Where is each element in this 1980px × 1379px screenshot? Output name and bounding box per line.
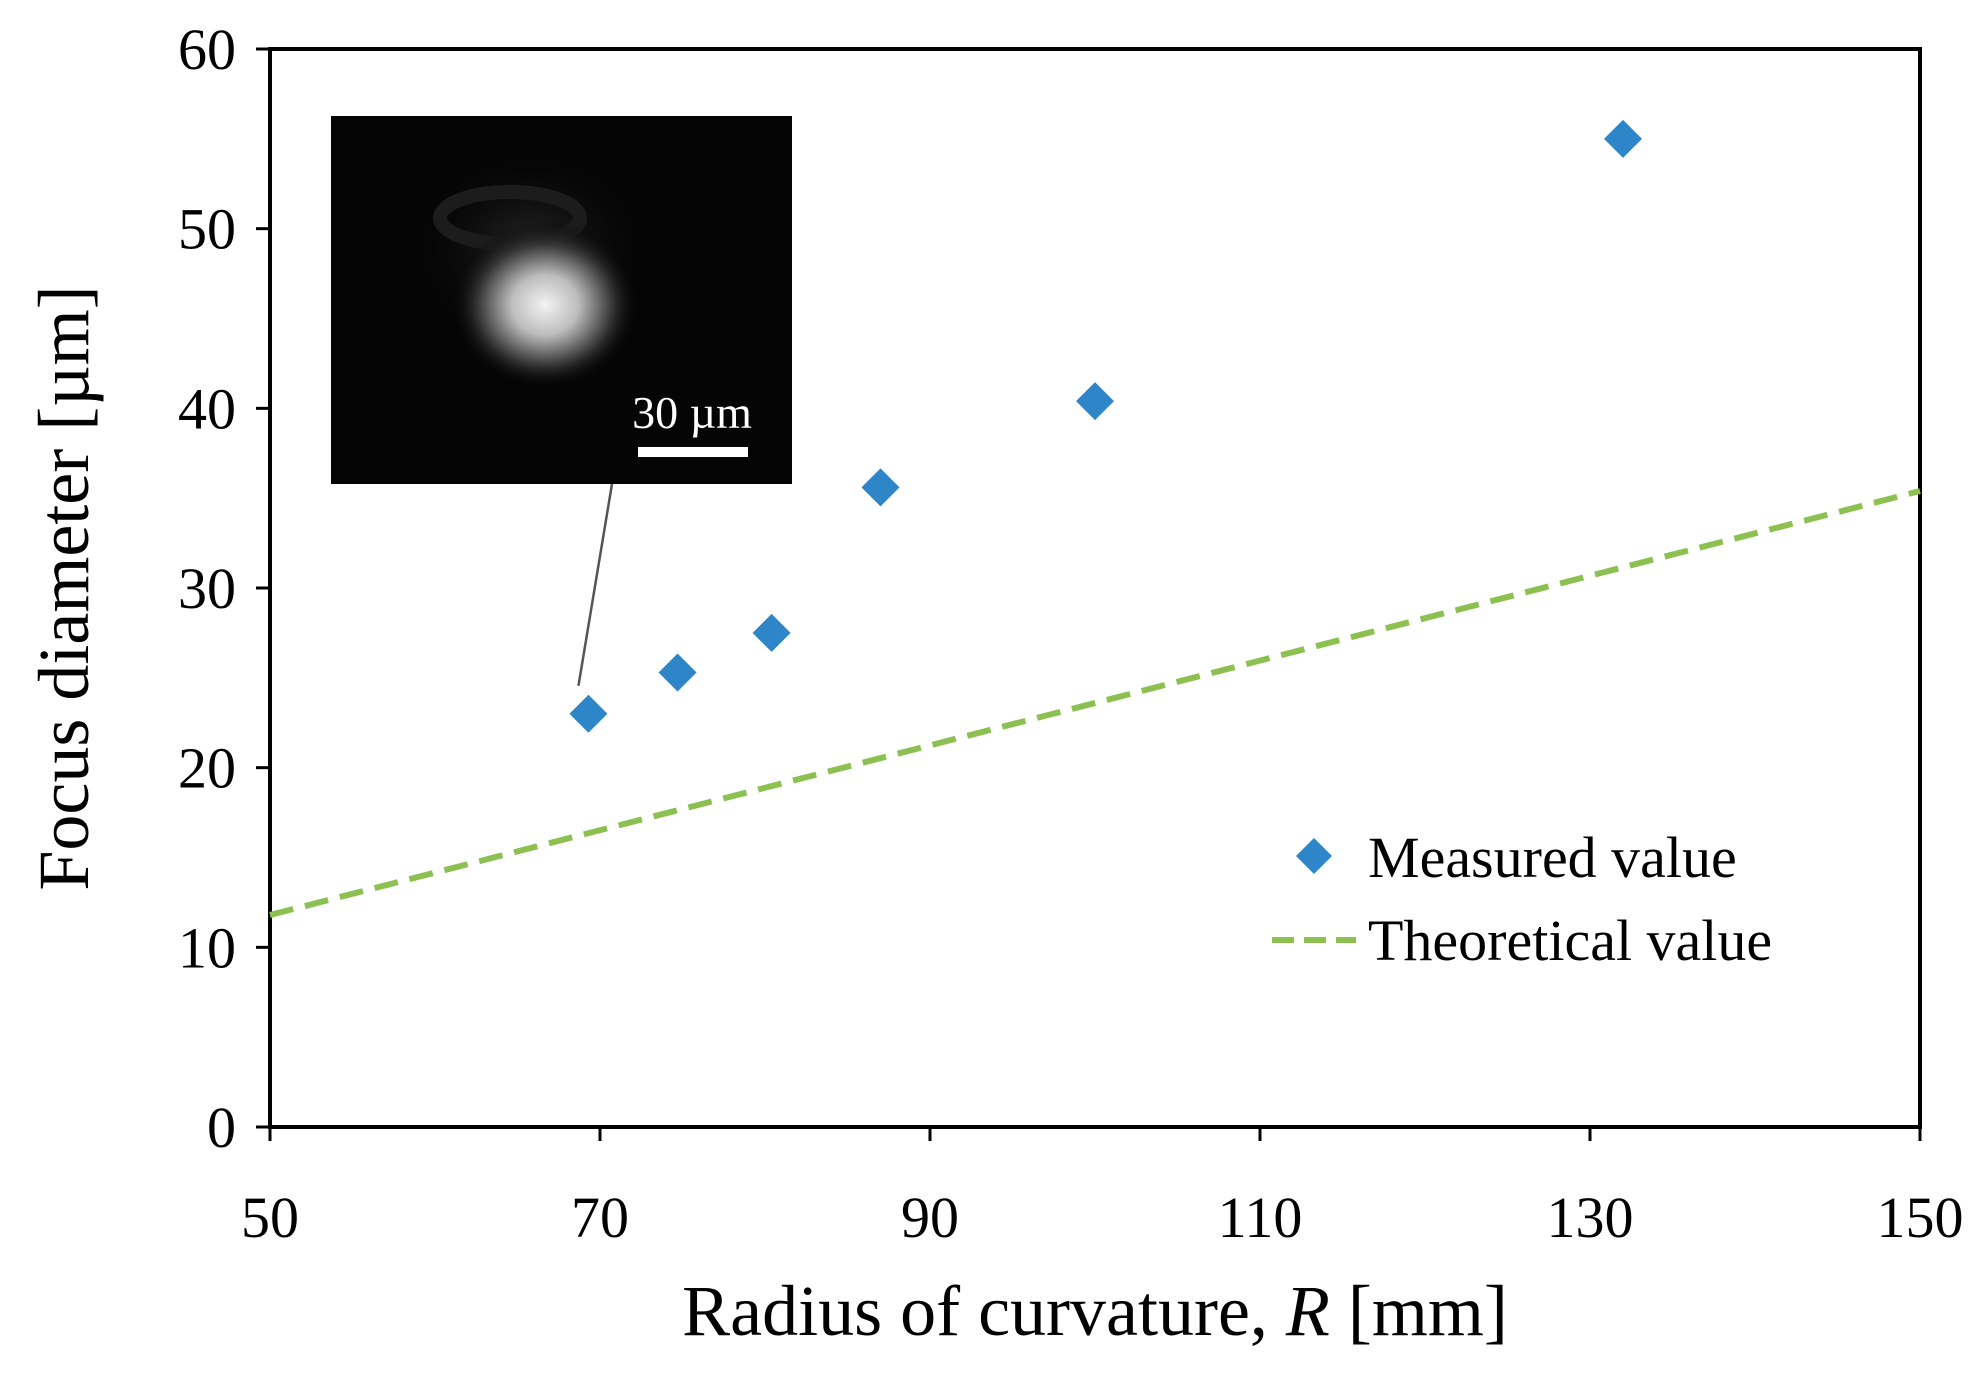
legend-label-measured: Measured value bbox=[1368, 825, 1737, 890]
measured-point bbox=[752, 613, 791, 652]
inset-spot bbox=[450, 220, 640, 390]
scale-bar-label: 30 µm bbox=[632, 387, 752, 438]
inset-leader-line bbox=[577, 483, 614, 686]
y-tick-label: 30 bbox=[178, 556, 236, 621]
measured-point bbox=[861, 468, 900, 507]
legend-marker-measured bbox=[1296, 838, 1332, 874]
legend-label-theoretical: Theoretical value bbox=[1368, 908, 1772, 973]
y-tick-label: 20 bbox=[178, 736, 236, 801]
x-axis-title: Radius of curvature, R [mm] bbox=[682, 1271, 1508, 1351]
legend: Measured value Theoretical value bbox=[1272, 825, 1772, 973]
measured-point bbox=[658, 653, 697, 692]
y-tick-label: 60 bbox=[178, 17, 236, 82]
tick-labels: 50 70 90 110 130 150 0 10 20 30 40 50 60 bbox=[178, 17, 1964, 1250]
x-tick-label: 70 bbox=[571, 1185, 629, 1250]
theoretical-value-line bbox=[269, 488, 1921, 918]
x-tick-label: 110 bbox=[1218, 1185, 1303, 1250]
measured-point bbox=[1076, 382, 1114, 421]
scale-bar bbox=[638, 447, 748, 457]
x-axis-title-main: Radius of curvature, bbox=[682, 1271, 1286, 1351]
x-tick-label: 50 bbox=[241, 1185, 299, 1250]
y-tick-label: 40 bbox=[178, 376, 236, 441]
x-axis-title-unit: [mm] bbox=[1330, 1271, 1508, 1351]
x-tick-label: 130 bbox=[1547, 1185, 1634, 1250]
y-tick-label: 10 bbox=[178, 915, 236, 980]
measured-point bbox=[569, 694, 608, 733]
x-tick-label: 90 bbox=[901, 1185, 959, 1250]
inset-image: 30 µm bbox=[331, 116, 792, 484]
measured-point bbox=[1604, 119, 1642, 158]
ticks-layer bbox=[256, 47, 1922, 1141]
x-tick-label: 150 bbox=[1877, 1185, 1964, 1250]
x-axis-title-variable: R bbox=[1285, 1271, 1330, 1351]
y-tick-label: 50 bbox=[178, 197, 236, 262]
measured-points bbox=[569, 119, 1642, 733]
y-tick-label: 0 bbox=[207, 1095, 236, 1160]
y-axis-title: Focus diameter [µm] bbox=[24, 285, 104, 890]
